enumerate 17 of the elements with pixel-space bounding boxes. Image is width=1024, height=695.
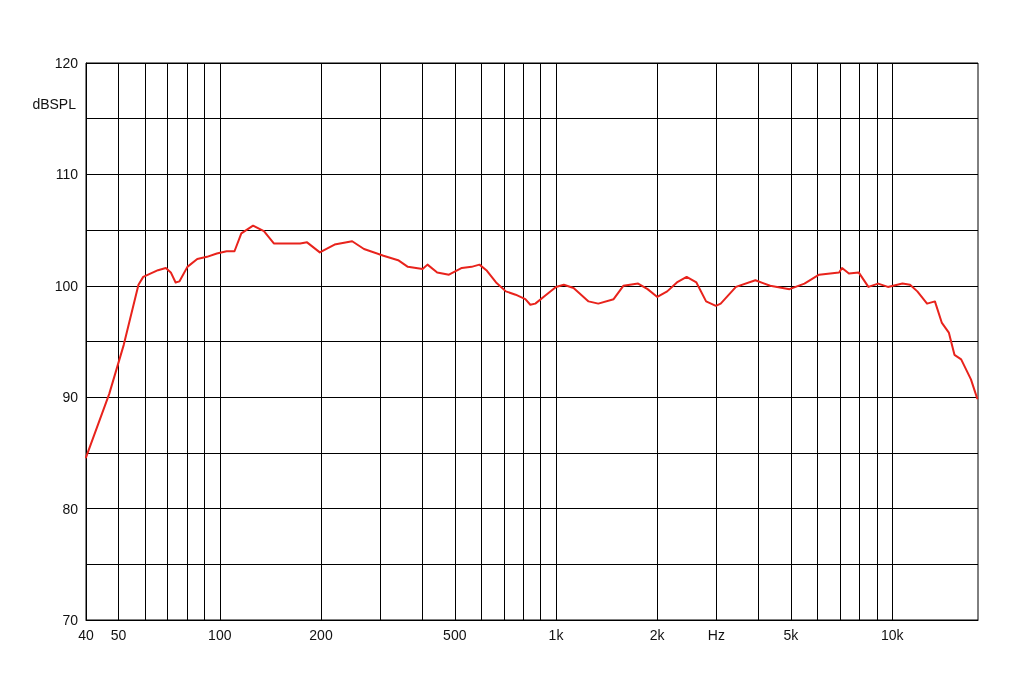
y-tick-label: 120 (54, 55, 79, 71)
x-tick-label: 1k (548, 627, 565, 643)
x-tick-label: 5k (783, 627, 800, 643)
x-tick-label: Hz (707, 627, 725, 643)
x-tick-label: 10k (880, 627, 905, 643)
y-tick-label: 90 (62, 389, 79, 406)
x-tick-label: 100 (208, 627, 232, 643)
x-tick-label: 2k (649, 627, 666, 643)
y-tick-label: 100 (54, 277, 79, 294)
y-tick-label: 70 (62, 612, 79, 628)
x-tick-label: 200 (309, 627, 333, 643)
x-tick-label: 50 (110, 627, 127, 643)
y-tick-label: 110 (55, 166, 79, 183)
y-tick-label: 80 (62, 500, 79, 517)
y-axis-title: dBSPL (32, 96, 77, 112)
x-tick-label: 40 (78, 627, 94, 643)
x-tick-label: 500 (443, 627, 467, 643)
